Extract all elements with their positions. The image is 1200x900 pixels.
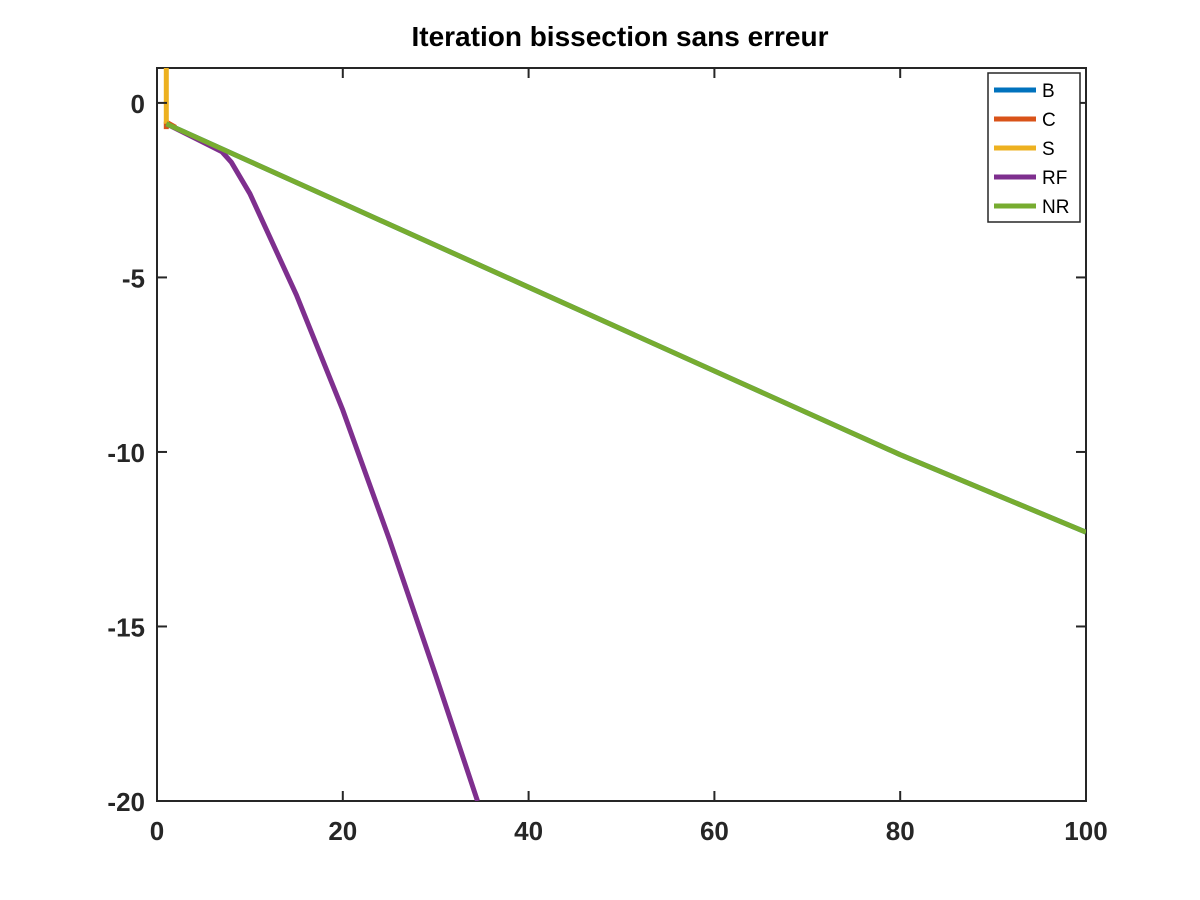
x-tick-label: 0 — [150, 816, 164, 846]
legend-label-rf: RF — [1042, 168, 1067, 189]
axis-ticks: 0 20 40 60 80 100 0 -5 -10 -15 -20 — [107, 68, 1108, 846]
x-tick-label: 80 — [886, 816, 915, 846]
legend-label-c: C — [1042, 110, 1056, 131]
x-tick-label: 60 — [700, 816, 729, 846]
y-tick-label: -5 — [122, 263, 145, 293]
plot-background — [157, 68, 1086, 801]
series-layer — [163, 68, 1086, 801]
legend-label-nr: NR — [1042, 197, 1069, 218]
y-tick-label: 0 — [131, 89, 145, 119]
x-tick-label: 100 — [1064, 816, 1107, 846]
y-tick-label: -20 — [107, 787, 145, 817]
series-line-nr — [165, 121, 1086, 535]
legend-label-s: S — [1042, 139, 1055, 160]
legend-label-b: B — [1042, 81, 1055, 102]
axes-box — [156, 67, 1087, 802]
y-tick-label: -10 — [107, 438, 145, 468]
legend: BCS RF NR — [987, 72, 1081, 223]
x-tick-label: 40 — [514, 816, 543, 846]
plot-area — [156, 67, 1087, 802]
y-tick-label: -15 — [107, 612, 145, 642]
chart-title: Iteration bissection sans erreur — [411, 21, 828, 52]
x-tick-label: 20 — [328, 816, 357, 846]
